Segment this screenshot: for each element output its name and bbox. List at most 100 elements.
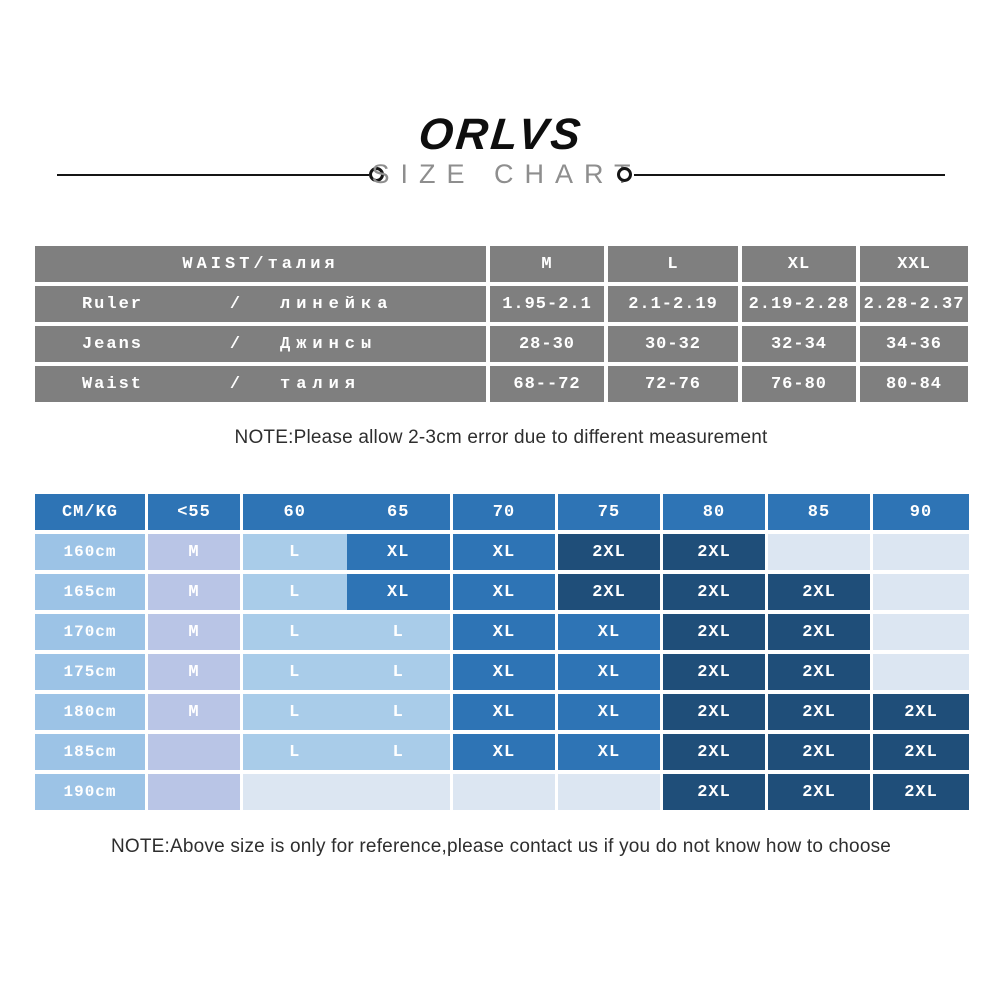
height-weight-size-table: CM/KG <55 60 65 70 75 80 85 90 160cm M L… bbox=[35, 494, 969, 810]
size-cell: 2XL bbox=[768, 614, 870, 650]
size-cell: L bbox=[243, 694, 347, 730]
height-label-cell: 180cm bbox=[35, 694, 145, 730]
waist-column-header: M bbox=[490, 246, 604, 282]
weight-header-cell: 65 bbox=[346, 494, 450, 530]
row-label-slash: / bbox=[229, 334, 241, 354]
waist-value-cell: 80-84 bbox=[860, 366, 968, 402]
size-cell bbox=[873, 654, 969, 690]
waist-value-cell: 76-80 bbox=[742, 366, 856, 402]
waist-value-cell: 28-30 bbox=[490, 326, 604, 362]
size-cell: 2XL bbox=[768, 574, 870, 610]
size-cell: L bbox=[346, 694, 450, 730]
size-cell: XL bbox=[453, 534, 555, 570]
size-cell: XL bbox=[558, 694, 660, 730]
decor-line-right bbox=[634, 174, 945, 176]
size-cell: 2XL bbox=[663, 654, 765, 690]
height-label-cell: 165cm bbox=[35, 574, 145, 610]
size-cell: 2XL bbox=[663, 574, 765, 610]
height-label-cell: 175cm bbox=[35, 654, 145, 690]
size-cell bbox=[873, 614, 969, 650]
size-cell: 2XL bbox=[768, 734, 870, 770]
size-cell: L bbox=[243, 534, 347, 570]
row-label-slash: / bbox=[229, 374, 241, 394]
waist-value-cell: 30-32 bbox=[608, 326, 738, 362]
size-cell: XL bbox=[558, 654, 660, 690]
size-cell bbox=[453, 774, 555, 810]
weight-header-merged-60-65: 60 65 bbox=[243, 494, 450, 530]
size-cell: 2XL bbox=[768, 694, 870, 730]
size-cell bbox=[243, 774, 347, 810]
size-cell: L bbox=[346, 614, 450, 650]
waist-column-header: XL bbox=[742, 246, 856, 282]
size-cell-merged-60-65: L L bbox=[243, 734, 450, 770]
size-cell: L bbox=[346, 734, 450, 770]
decor-circle-right-icon bbox=[617, 167, 632, 182]
height-label-cell: 190cm bbox=[35, 774, 145, 810]
size-cell: 2XL bbox=[873, 774, 969, 810]
size-cell: XL bbox=[453, 694, 555, 730]
size-cell: M bbox=[148, 654, 240, 690]
row-label-ru: талия bbox=[280, 374, 362, 394]
size-cell: 2XL bbox=[873, 734, 969, 770]
weight-header-cell: 75 bbox=[558, 494, 660, 530]
size-cell: 2XL bbox=[873, 694, 969, 730]
weight-header-cell: 70 bbox=[453, 494, 555, 530]
row-label-en: Waist bbox=[81, 374, 143, 394]
waist-column-header: XXL bbox=[860, 246, 968, 282]
height-label-cell: 160cm bbox=[35, 534, 145, 570]
size-cell: 2XL bbox=[558, 534, 660, 570]
size-cell: 2XL bbox=[663, 734, 765, 770]
waist-value-cell: 2.1-2.19 bbox=[608, 286, 738, 322]
weight-header-cell: 90 bbox=[873, 494, 969, 530]
height-label-cell: 185cm bbox=[35, 734, 145, 770]
decor-circle-left-icon bbox=[369, 167, 384, 182]
size-cell-merged-60-65: L L bbox=[243, 614, 450, 650]
size-cell: XL bbox=[346, 534, 450, 570]
row-label-ru: линейка bbox=[280, 294, 394, 314]
size-cell: 2XL bbox=[663, 694, 765, 730]
height-label-cell: 170cm bbox=[35, 614, 145, 650]
waist-table-title-cell: WAIST/талия bbox=[35, 246, 486, 282]
size-cell: L bbox=[243, 614, 347, 650]
row-label-slash: / bbox=[229, 294, 241, 314]
size-cell: XL bbox=[453, 654, 555, 690]
row-label-en: Jeans bbox=[81, 334, 143, 354]
weight-header-cell: <55 bbox=[148, 494, 240, 530]
size-cell: 2XL bbox=[663, 534, 765, 570]
size-cell bbox=[346, 774, 450, 810]
row-label-en: Ruler bbox=[81, 294, 143, 314]
size-cell: XL bbox=[453, 734, 555, 770]
size-cell: XL bbox=[453, 614, 555, 650]
waist-value-cell: 68--72 bbox=[490, 366, 604, 402]
row-label-ru: Джинсы bbox=[280, 334, 378, 354]
weight-header-cell: 60 bbox=[243, 494, 347, 530]
size-cell: L bbox=[346, 654, 450, 690]
size-cell: 2XL bbox=[663, 774, 765, 810]
waist-row-label: Ruler / линейка bbox=[35, 286, 486, 322]
waist-value-cell: 2.19-2.28 bbox=[742, 286, 856, 322]
reference-note: NOTE:Above size is only for reference,pl… bbox=[110, 836, 892, 857]
size-cell: 2XL bbox=[558, 574, 660, 610]
size-cell: XL bbox=[558, 734, 660, 770]
waist-value-cell: 1.95-2.1 bbox=[490, 286, 604, 322]
waist-column-header: L bbox=[608, 246, 738, 282]
size-cell: L bbox=[243, 654, 347, 690]
size-cell bbox=[148, 734, 240, 770]
waist-value-cell: 34-36 bbox=[860, 326, 968, 362]
table-corner-cell: CM/KG bbox=[35, 494, 145, 530]
size-cell: M bbox=[148, 574, 240, 610]
size-cell bbox=[558, 774, 660, 810]
waist-value-cell: 2.28-2.37 bbox=[860, 286, 968, 322]
size-cell: 2XL bbox=[663, 614, 765, 650]
weight-header-cell: 80 bbox=[663, 494, 765, 530]
size-cell: M bbox=[148, 694, 240, 730]
size-cell bbox=[148, 774, 240, 810]
size-cell: XL bbox=[346, 574, 450, 610]
size-cell: L bbox=[243, 734, 347, 770]
size-cell bbox=[873, 574, 969, 610]
decor-line-left bbox=[57, 174, 369, 176]
size-cell: M bbox=[148, 534, 240, 570]
size-cell: XL bbox=[558, 614, 660, 650]
size-cell: 2XL bbox=[768, 654, 870, 690]
waist-value-cell: 32-34 bbox=[742, 326, 856, 362]
